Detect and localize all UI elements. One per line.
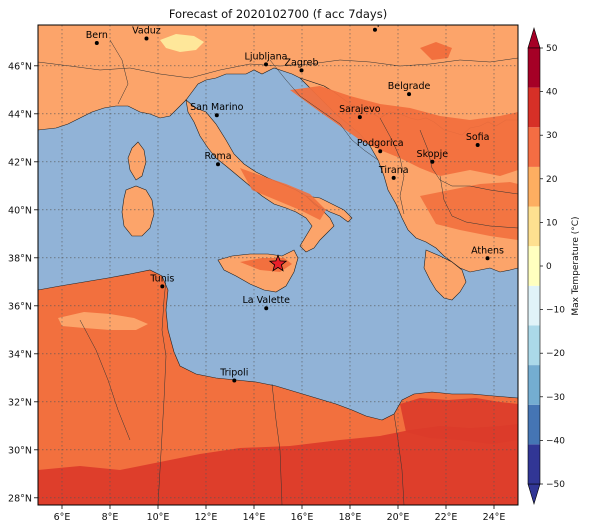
- corsica-island: [127, 141, 147, 181]
- city-label: Sarajevo: [339, 104, 381, 115]
- city-dot: [94, 41, 99, 45]
- city-label: San Marino: [190, 102, 243, 113]
- city-label: La Valette: [242, 295, 290, 306]
- warm-zone-alps: [160, 34, 204, 52]
- colorbar-tick-label: 40: [546, 88, 558, 98]
- colorbar-swatch: [528, 246, 540, 286]
- colorbar-swatch: [528, 206, 540, 247]
- lat-tick-label: 46°N: [8, 61, 32, 72]
- city-dot: [144, 36, 149, 41]
- city-dot: [372, 27, 377, 32]
- lon-tick-label: 22°E: [435, 512, 458, 523]
- country-borders: [38, 39, 518, 505]
- lon-tick-label: 24°E: [483, 512, 506, 523]
- city-label: Tirana: [378, 165, 409, 176]
- city-dot: [299, 68, 304, 73]
- lat-tick-label: 36°N: [8, 301, 32, 312]
- event-star-marker: [268, 254, 288, 272]
- city-label: Zagreb: [285, 57, 319, 68]
- lat-tick-label: 44°N: [8, 109, 32, 120]
- colorbar-swatch: [528, 365, 540, 405]
- city-dot: [407, 92, 412, 97]
- colorbar: 50 40 30 20 10 0 −10 −20 −30 −40 −50 Max Temperatur…: [527, 26, 581, 506]
- warm-zone-north: [420, 42, 452, 60]
- lon-tick-label: 20°E: [387, 512, 410, 523]
- city-label: Roma: [204, 151, 231, 162]
- colorbar-extend-top: [527, 26, 541, 49]
- city-dot: [232, 378, 237, 383]
- colorbar-swatch: [528, 166, 540, 207]
- peloponnese: [423, 249, 467, 301]
- colorbar-label: Max Temperature (°C): [571, 216, 581, 315]
- colorbar-tick-label: 10: [546, 218, 558, 228]
- city-dot: [378, 149, 383, 154]
- map-frame: [37, 24, 519, 506]
- colorbar-extend-bottom: [527, 483, 541, 506]
- city-dot: [485, 256, 490, 261]
- city-dot: [264, 306, 269, 311]
- city-label: Tripoli: [219, 367, 248, 378]
- lat-tick-label: 30°N: [8, 445, 32, 456]
- lat-tick-label: 32°N: [8, 397, 32, 408]
- colorbar-swatch: [528, 404, 540, 445]
- city-label: Sofia: [466, 132, 490, 143]
- lon-tick-label: 10°E: [147, 512, 170, 523]
- city-label: Tunis: [149, 273, 174, 284]
- lat-tick-label: 28°N: [8, 493, 32, 504]
- lat-tick-label: 34°N: [8, 349, 32, 360]
- map-axes: 6°E 8°E 10°E 12°E 14°E 16°E 18°E 20°E 22°E 24°E 28…: [8, 61, 505, 523]
- lat-tick-label: 38°N: [8, 253, 32, 264]
- colorbar-tick-label: 0: [546, 262, 552, 272]
- city-dot: [357, 115, 362, 120]
- map-title: Forecast of 2020102700 (f acc 7days): [168, 7, 388, 21]
- colorbar-swatch: [528, 87, 540, 128]
- colorbar-tick-label: 50: [546, 44, 558, 54]
- city-label: Podgorica: [357, 138, 404, 149]
- colorbar-swatch: [528, 48, 540, 88]
- city-label: Athens: [471, 245, 504, 256]
- city-label: Skopje: [417, 149, 449, 160]
- colorbar-swatch: [528, 325, 540, 366]
- colorbar-swatch: [528, 285, 540, 326]
- city-dot: [430, 159, 435, 164]
- lon-tick-label: 14°E: [243, 512, 266, 523]
- warm-zone-south: [38, 424, 518, 505]
- warm-zone-greece: [420, 182, 518, 240]
- warm-zone-italy: [240, 168, 326, 220]
- city-dot: [391, 175, 396, 180]
- colorbar-swatch: [528, 444, 540, 484]
- city-dot: [160, 284, 165, 289]
- city-label: Budapest: [352, 17, 397, 28]
- colorbar-swatch: [528, 127, 540, 167]
- warm-zone-balkans: [290, 86, 518, 176]
- lon-tick-label: 12°E: [195, 512, 218, 523]
- city-dot: [214, 113, 219, 118]
- colorbar-tick-label: 30: [546, 131, 558, 141]
- colorbar-tick-label: 20: [546, 175, 558, 185]
- city-dot: [475, 143, 480, 147]
- colorbar-tick-label: −20: [546, 349, 565, 359]
- lon-tick-label: 6°E: [54, 512, 71, 523]
- lon-tick-label: 8°E: [102, 512, 119, 523]
- lat-tick-label: 42°N: [8, 157, 32, 168]
- colorbar-tick-label: −30: [546, 393, 565, 403]
- city-dot: [264, 62, 268, 67]
- city-label: Belgrade: [388, 81, 431, 92]
- warm-zone-east: [400, 398, 518, 444]
- cool-patch-tunisia: [58, 312, 148, 330]
- city-label: Ljubljana: [245, 51, 288, 62]
- city-label: Vaduz: [132, 25, 161, 36]
- colorbar-tick-label: −10: [546, 306, 565, 316]
- colorbar-tick-label: −40: [546, 436, 565, 446]
- map-gridlines: [38, 25, 518, 505]
- city-dot: [216, 162, 220, 167]
- lon-tick-label: 16°E: [291, 512, 314, 523]
- lon-tick-label: 18°E: [339, 512, 362, 523]
- star-marker: [268, 254, 288, 272]
- lat-tick-label: 40°N: [8, 205, 32, 216]
- city-label: Bern: [86, 30, 108, 41]
- colorbar-tick-label: −50: [546, 480, 565, 490]
